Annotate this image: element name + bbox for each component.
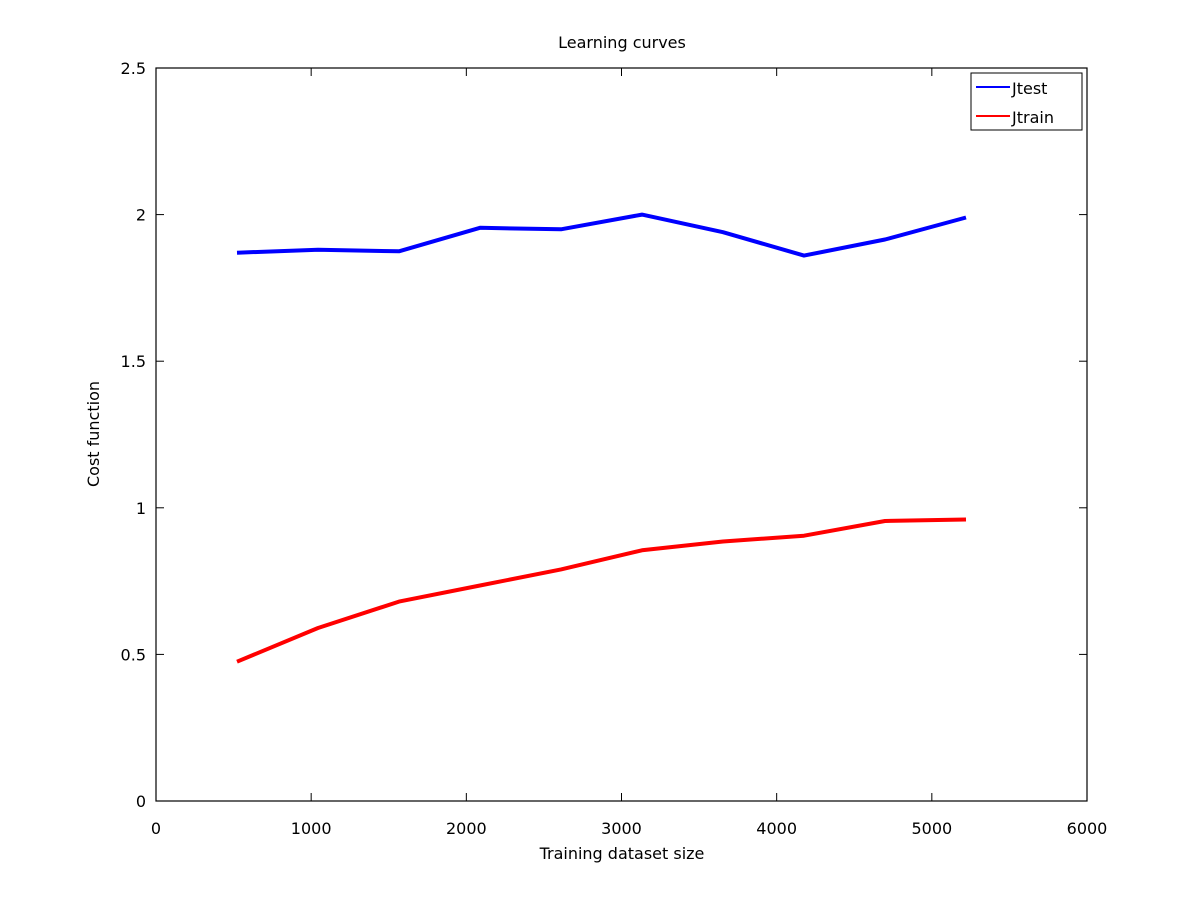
y-tick-label: 0.5: [121, 645, 146, 664]
x-axis-label: Training dataset size: [539, 844, 705, 863]
y-tick-label: 2: [136, 206, 146, 225]
x-tick-label: 6000: [1067, 819, 1108, 838]
chart-title: Learning curves: [558, 33, 686, 52]
series-line-jtrain: [236, 517, 967, 664]
y-axis-label: Cost function: [84, 381, 103, 487]
x-tick-label: 4000: [756, 819, 797, 838]
x-tick-label: 1000: [291, 819, 332, 838]
x-axis-ticks: 0 1000 2000 3000 4000 5000 6000: [151, 68, 1107, 838]
legend-box: [970, 72, 1083, 131]
x-tick-label: 2000: [446, 819, 487, 838]
x-tick-label: 5000: [911, 819, 952, 838]
series-line-jtest: [236, 212, 967, 258]
plot-area-frame: [155, 67, 1088, 802]
y-tick-label: 0: [136, 792, 146, 811]
y-axis-ticks: 0 0.5 1 1.5 2 2.5: [121, 59, 1087, 811]
x-tick-label: 3000: [601, 819, 642, 838]
series-lines: [236, 212, 967, 664]
x-tick-label: 0: [151, 819, 161, 838]
y-tick-label: 1.5: [121, 352, 146, 371]
y-tick-label: 1: [136, 499, 146, 518]
legend-label-jtest: Jtest: [1011, 79, 1047, 98]
y-tick-label: 2.5: [121, 59, 146, 78]
legend-label-jtrain: Jtrain: [1011, 108, 1054, 127]
legend: Jtest Jtrain: [970, 72, 1083, 131]
